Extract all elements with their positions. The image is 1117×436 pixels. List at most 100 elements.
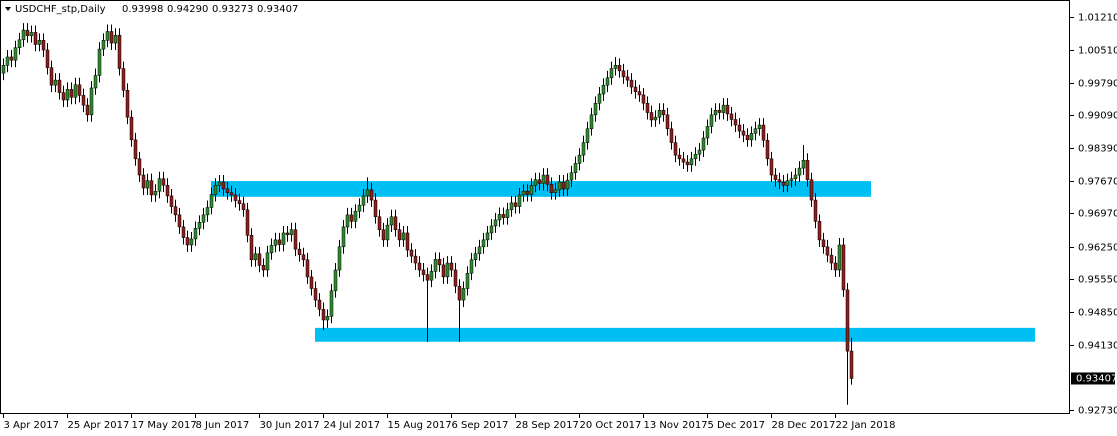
candle-body [9,56,14,61]
candle-body [457,285,462,301]
candle-body [309,276,314,289]
candle-body [385,224,390,241]
candle-body [577,154,582,164]
candle-body [25,29,30,36]
header-low: 0.93273 [212,4,253,15]
candle-body [81,95,86,106]
candle-body [21,29,26,41]
y-tick-label: 0.94130 [1078,341,1117,352]
candle-body [317,299,322,310]
candle-body [585,128,590,143]
x-tick-label: 15 Aug 2017 [388,420,452,431]
candle-body [777,179,782,183]
candle-body [17,39,22,48]
candle-body [561,181,566,190]
candle-body [133,139,138,160]
candle-body [177,214,182,228]
candle-body [497,214,502,221]
candle-body [261,265,266,271]
candle-body [681,158,686,163]
candle-body [697,149,702,155]
candle-body [461,288,466,301]
candle-body [429,271,434,281]
candle-body [221,181,226,190]
candle-body [597,93,602,104]
y-tick-label: 0.96970 [1078,209,1117,220]
candle-body [209,194,214,208]
candle-body [517,194,522,207]
candle-body [153,191,158,196]
candle-body [61,92,66,101]
candle-body [501,214,506,218]
candle-body [581,142,586,156]
candle-body [321,309,326,321]
candle-body [841,244,846,291]
candle-body [329,290,334,317]
candle-body [669,128,674,143]
candle-body [37,40,42,45]
candle-body [537,179,542,184]
candle-body [441,264,446,278]
candle-body [793,174,798,180]
candle-body [781,181,786,186]
candle-body [1,65,6,74]
candle-body [617,65,622,72]
candle-body [757,124,762,129]
x-tick-label: 3 Apr 2017 [4,420,59,431]
candle-body [425,274,430,281]
candle-body [637,91,642,96]
candle-body [85,104,90,116]
candle-body [609,68,614,79]
x-tick-label: 28 Dec 2017 [772,420,836,431]
candle-body [293,229,298,250]
candle-body [545,174,550,185]
candle-body [145,180,150,189]
candle-body [505,209,510,218]
y-tick-label: 0.94850 [1078,308,1117,319]
candle-body [181,226,186,238]
candle-body [725,104,730,115]
candle-body [745,134,750,141]
candle-body [689,158,694,166]
candle-body [361,195,366,206]
price-zone [315,327,1035,342]
candle-body [365,189,370,197]
axes: 1.01210 1.00510 0.99790 0.99090 0.98390 0.976… [3,13,1117,431]
y-tick-label: 0.96250 [1078,243,1117,254]
candle-body [529,184,534,195]
candle-body [653,116,658,121]
candle-body [729,113,734,120]
candle-body [125,90,130,118]
candle-body [65,89,70,101]
candle-body [525,191,530,195]
y-tick-label: 0.95550 [1078,275,1117,286]
candle-body [469,259,474,274]
candle-body [253,253,258,261]
candle-body [557,181,562,191]
candle-body [601,84,606,95]
candle-body [13,47,18,61]
candle-body [633,86,638,92]
x-tick-label: 24 Jul 2017 [324,420,381,431]
candle-body [645,103,650,113]
candle-body [265,252,270,271]
candle-body [629,79,634,88]
candle-body [89,87,94,116]
candle-body [437,259,442,266]
candle-body [301,254,306,261]
zones [211,181,1035,342]
candle-body [833,262,838,271]
candle-body [737,124,742,132]
candle-body [593,103,598,116]
candle-body [349,214,354,222]
candle-body [369,189,374,201]
x-tick-label: 6 Sep 2017 [452,420,509,431]
candle-body [465,272,470,289]
current-price-box [1071,372,1115,385]
candle-body [337,246,342,271]
candle-body [817,221,822,241]
x-tick-label: 28 Sep 2017 [516,420,579,431]
candle-body [837,244,842,271]
candle-body [789,178,794,181]
candle-body [809,179,814,201]
